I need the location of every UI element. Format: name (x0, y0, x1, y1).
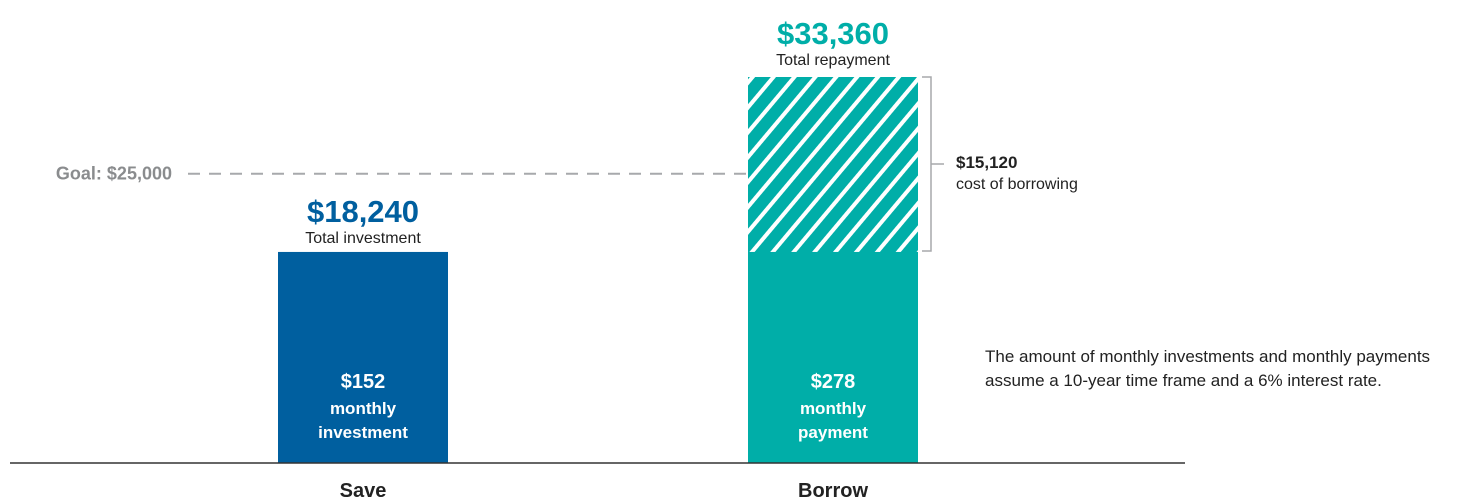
borrow-value-label: $33,360 (777, 16, 889, 51)
save-inner-line2: investment (318, 423, 408, 442)
save-caption: Total investment (305, 230, 421, 247)
category-label-save: Save (340, 480, 387, 502)
borrow-inner-line2: payment (798, 423, 868, 442)
footnote: The amount of monthly investments and mo… (985, 347, 1431, 390)
borrow-caption: Total repayment (776, 52, 890, 69)
cost-amount: $15,120 (956, 153, 1017, 172)
cost-bracket (922, 76, 944, 252)
cost-label: cost of borrowing (956, 176, 1078, 193)
save-value-label: $18,240 (307, 194, 419, 229)
bar-save (278, 251, 448, 463)
goal-label: Goal: $25,000 (56, 164, 172, 184)
borrow-inner-amount: $278 (811, 371, 856, 393)
save-inner-line1: monthly (330, 399, 397, 418)
borrow-inner-line1: monthly (800, 399, 867, 418)
save-inner-amount: $152 (341, 371, 386, 393)
category-label-borrow: Borrow (798, 480, 868, 502)
bar-borrow-cost-hatch (748, 77, 918, 252)
